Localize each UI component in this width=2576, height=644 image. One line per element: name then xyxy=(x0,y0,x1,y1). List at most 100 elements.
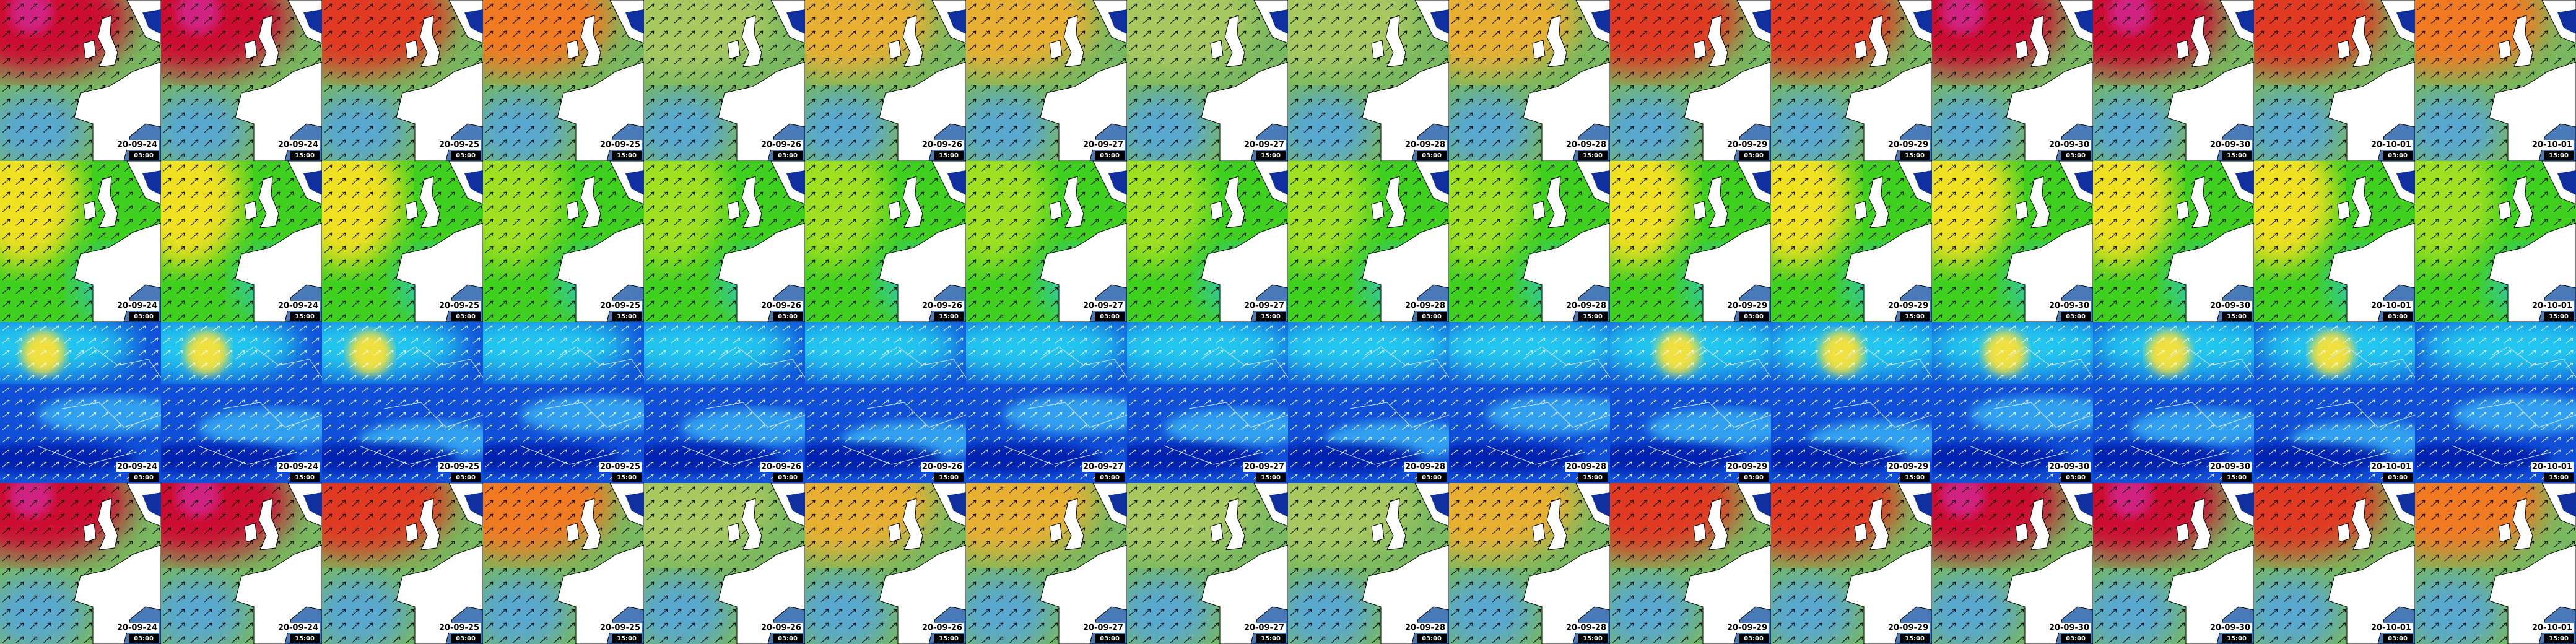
map-layers xyxy=(1288,483,1449,644)
date-bg xyxy=(438,301,481,311)
date-bg xyxy=(1404,462,1447,472)
arrows xyxy=(966,322,1127,483)
map-tile: 20-09-28 03:00 xyxy=(1288,483,1449,644)
tile-date: 20-10-01 xyxy=(2371,463,2411,472)
map-tile: 20-10-01 03:00 xyxy=(2254,483,2415,644)
tile-date: 20-09-26 xyxy=(761,463,801,472)
britain xyxy=(2190,15,2211,67)
tile-time: 03:00 xyxy=(2388,635,2408,642)
britain xyxy=(902,498,923,550)
tile-time: 15:00 xyxy=(617,474,637,481)
date-bg xyxy=(921,301,964,311)
tile-date: 20-09-26 xyxy=(761,624,801,633)
map-tile: 20-09-30 03:00 xyxy=(1932,161,2093,322)
map-tile: 20-09-27 03:00 xyxy=(966,322,1127,483)
arrows xyxy=(1610,322,1771,483)
britain xyxy=(1707,176,1728,228)
tile-date: 20-09-29 xyxy=(1727,302,1767,311)
map-tile: 20-09-27 03:00 xyxy=(966,483,1127,644)
ireland xyxy=(2015,201,2029,220)
tile-time: 15:00 xyxy=(2227,313,2247,320)
ireland xyxy=(566,523,580,542)
date-bg xyxy=(2209,462,2252,472)
map-layers xyxy=(2254,322,2415,483)
time-bg xyxy=(2061,151,2091,160)
map-layers xyxy=(1127,0,1288,161)
britain xyxy=(2029,15,2050,67)
tile-time: 15:00 xyxy=(1261,474,1281,481)
map-tile: 20-09-29 15:00 xyxy=(1771,161,1932,322)
tile-date: 20-09-24 xyxy=(117,141,157,150)
date-bg xyxy=(116,301,159,311)
time-bg xyxy=(1578,634,1608,643)
baltic xyxy=(947,492,966,517)
ireland xyxy=(888,201,902,220)
tile-time: 15:00 xyxy=(1261,152,1281,159)
map-tile: 20-09-25 03:00 xyxy=(322,322,483,483)
ireland xyxy=(727,523,741,542)
tile-date: 20-09-29 xyxy=(1888,624,1928,633)
tile-time: 15:00 xyxy=(1583,313,1603,320)
tile-time: 15:00 xyxy=(2549,313,2569,320)
britain xyxy=(1063,176,1084,228)
time-bg xyxy=(1900,151,1930,160)
date-bg xyxy=(2531,623,2574,633)
time-bg xyxy=(2544,634,2574,643)
tile-time: 03:00 xyxy=(778,635,798,642)
baltic xyxy=(2396,492,2415,517)
map-tile: 20-10-01 15:00 xyxy=(2415,161,2576,322)
tile-date: 20-09-25 xyxy=(439,302,479,311)
tile-time: 03:00 xyxy=(1422,313,1442,320)
map-tile: 20-09-25 15:00 xyxy=(483,483,644,644)
tile-date: 20-10-01 xyxy=(2371,624,2411,633)
baltic xyxy=(1913,170,1932,195)
tile-date: 20-09-26 xyxy=(761,302,801,311)
map-tile: 20-09-26 03:00 xyxy=(644,322,805,483)
map-tile: 20-09-28 03:00 xyxy=(1288,161,1449,322)
tile-time: 03:00 xyxy=(1422,152,1442,159)
time-bg xyxy=(2222,312,2252,321)
date-bg xyxy=(921,462,964,472)
tile-date: 20-09-28 xyxy=(1405,141,1445,150)
ireland xyxy=(2337,40,2351,59)
date-bg xyxy=(2370,140,2413,150)
tile-time: 03:00 xyxy=(456,152,476,159)
map-tile: 20-09-27 03:00 xyxy=(966,0,1127,161)
baltic xyxy=(786,492,805,517)
tile-time: 03:00 xyxy=(1422,635,1442,642)
britain xyxy=(1063,15,1084,67)
map-layers xyxy=(644,322,805,483)
britain xyxy=(97,498,118,550)
tile-time: 03:00 xyxy=(1744,313,1764,320)
date-bg xyxy=(760,301,803,311)
britain xyxy=(97,176,118,228)
ireland xyxy=(1693,201,1707,220)
time-bg xyxy=(2061,634,2091,643)
map-tile: 20-09-29 15:00 xyxy=(1771,0,1932,161)
tile-time: 03:00 xyxy=(778,313,798,320)
date-bg xyxy=(1565,623,1608,633)
britain xyxy=(1224,15,1245,67)
tile-date: 20-09-25 xyxy=(600,141,640,150)
tile-time: 03:00 xyxy=(1100,313,1120,320)
britain xyxy=(1224,498,1245,550)
tile-date: 20-09-25 xyxy=(600,624,640,633)
time-bg xyxy=(612,634,642,643)
tile-date: 20-09-28 xyxy=(1566,141,1606,150)
ireland xyxy=(1693,523,1707,542)
tile-date: 20-09-28 xyxy=(1405,463,1445,472)
tile-date: 20-10-01 xyxy=(2532,302,2572,311)
date-bg xyxy=(1726,623,1769,633)
baltic xyxy=(142,492,161,517)
map-layers xyxy=(483,161,644,322)
tile-time: 03:00 xyxy=(2066,474,2086,481)
time-bg xyxy=(2061,473,2091,482)
date-bg xyxy=(1243,462,1286,472)
date-bg xyxy=(599,462,642,472)
time-bg xyxy=(2222,473,2252,482)
time-bg xyxy=(1256,151,1286,160)
tile-date: 20-09-24 xyxy=(117,624,157,633)
time-bg xyxy=(451,634,481,643)
ireland xyxy=(2337,201,2351,220)
tile-date: 20-09-24 xyxy=(117,302,157,311)
